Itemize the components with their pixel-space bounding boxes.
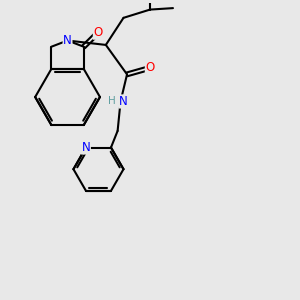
Text: N: N — [82, 141, 90, 154]
Text: N: N — [63, 34, 72, 47]
Text: N: N — [119, 95, 128, 108]
Text: H: H — [108, 97, 116, 106]
Text: O: O — [146, 61, 154, 74]
Text: O: O — [93, 26, 103, 39]
